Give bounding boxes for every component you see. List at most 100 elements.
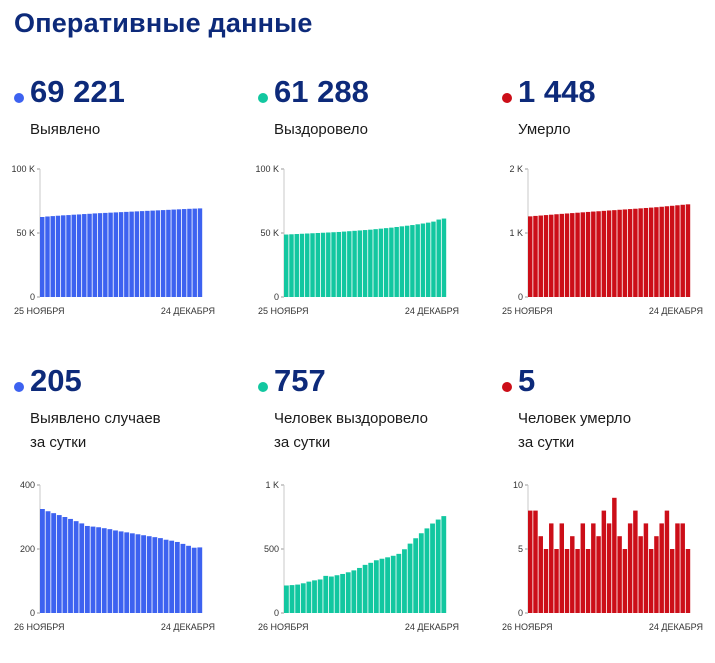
bar [40, 217, 45, 297]
stat-label-line: Человек умерло [518, 410, 632, 427]
bar [152, 537, 158, 613]
bar [538, 215, 543, 297]
bar [73, 521, 79, 613]
bar [591, 211, 596, 297]
bar [76, 214, 82, 297]
bar [284, 585, 289, 613]
bar [633, 208, 638, 297]
bar [340, 573, 346, 613]
bar [317, 579, 323, 613]
bar [564, 549, 570, 613]
bar [596, 211, 601, 297]
bar [61, 215, 66, 297]
bar [431, 221, 436, 297]
bar [413, 538, 419, 613]
bar [107, 529, 113, 613]
bar [326, 232, 331, 297]
bar [638, 536, 643, 613]
stat-panel: 69 221 Выявлено 0 50 K 100 K 25 НОЯБРЯ 24 ДЕКА… [11, 74, 244, 374]
bar [389, 227, 394, 297]
bar [315, 233, 321, 297]
bar [82, 214, 87, 297]
bar-chart: 0 500 1 K 26 НОЯБРЯ 24 ДЕКАБРЯ [258, 480, 459, 632]
x-end-label: 24 ДЕКАБРЯ [649, 306, 703, 316]
x-end-label: 24 ДЕКАБРЯ [405, 306, 459, 316]
bar [543, 549, 549, 613]
bar [385, 557, 390, 613]
bar [627, 209, 633, 297]
bar [103, 212, 108, 297]
bar [596, 536, 601, 613]
page-title: Оперативные данные [14, 8, 313, 38]
bar [549, 523, 554, 613]
x-start-label: 25 НОЯБРЯ [502, 306, 553, 316]
bar [155, 210, 161, 297]
bar [420, 223, 426, 297]
bar [685, 549, 691, 613]
bar [45, 216, 50, 297]
y-tick-label: 0 [30, 292, 35, 302]
stat-panel: 205 Выявлено случаев за сутки 0 200 400 26 НОЯ… [14, 363, 244, 663]
x-end-label: 24 ДЕКАБРЯ [161, 306, 215, 316]
stat-label: Человек выздоровело за сутки [274, 407, 428, 455]
bar [113, 212, 119, 297]
bar [171, 209, 176, 297]
stat-label-line: за сутки [30, 434, 87, 451]
stat-label-line: Человек выздоровело [274, 410, 428, 427]
bar [601, 210, 607, 297]
bar [299, 233, 305, 297]
dot-icon [502, 382, 512, 392]
bar [570, 213, 575, 297]
bar [580, 212, 586, 297]
stat-value: 205 [30, 363, 82, 398]
bar [336, 231, 342, 297]
bar [528, 216, 533, 297]
stat-label: Человек умерло за сутки [518, 407, 631, 455]
bar [669, 549, 675, 613]
bar [648, 549, 654, 613]
bar [306, 581, 312, 613]
bar [134, 211, 140, 297]
bar [176, 209, 182, 297]
bar [97, 213, 103, 297]
bar [163, 539, 169, 613]
bar [118, 531, 124, 613]
bar [654, 207, 659, 297]
bar [617, 536, 622, 613]
stat-label: Умерло [518, 118, 571, 142]
bar [362, 564, 368, 613]
bar [591, 523, 596, 613]
bar [139, 211, 145, 297]
bar [40, 509, 45, 613]
y-tick-label: 100 K [11, 164, 35, 174]
bar [331, 232, 336, 297]
bar [169, 540, 175, 613]
y-tick-label: 50 K [260, 228, 279, 238]
bar [680, 523, 685, 613]
bar [606, 523, 612, 613]
bar [362, 230, 368, 297]
bar [118, 212, 124, 297]
bar [559, 523, 565, 613]
bar [300, 583, 306, 613]
bar [643, 523, 649, 613]
bar [575, 549, 580, 613]
bar [396, 553, 402, 613]
bar [101, 528, 107, 613]
bar [418, 533, 424, 613]
bar [664, 206, 670, 297]
bar [129, 533, 135, 613]
bar [425, 222, 431, 297]
stat-value: 61 288 [274, 74, 369, 109]
bar [373, 560, 379, 613]
bar [664, 510, 670, 613]
bar [368, 229, 373, 297]
stat-panel: 1 448 Умерло 0 1 K 2 K 25 НОЯБРЯ 24 ДЕКАБРЯ [502, 74, 715, 374]
bar [146, 536, 152, 613]
stat-label-line: Умерло [518, 121, 571, 138]
bar [585, 211, 591, 297]
bar [675, 205, 680, 297]
x-end-label: 24 ДЕКАБРЯ [161, 622, 215, 632]
bar [305, 233, 310, 297]
bar [606, 210, 612, 297]
